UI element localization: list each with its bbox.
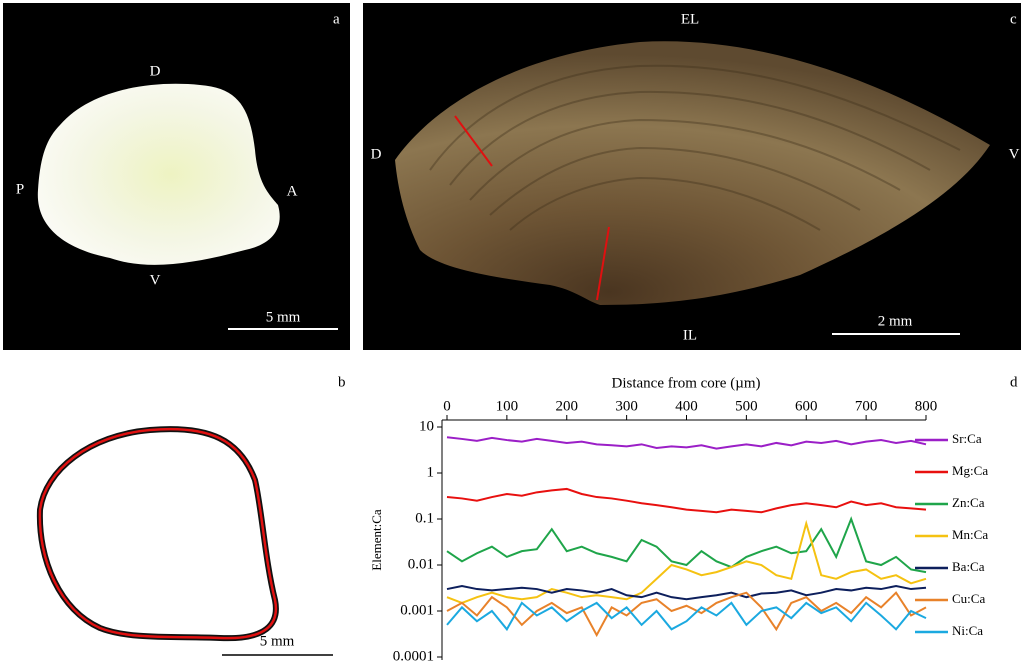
transect — [596, 226, 610, 301]
panel-label: c — [1010, 11, 1017, 27]
y-tick-label: 0.1 — [415, 510, 434, 526]
x-tick-label: 300 — [615, 398, 638, 414]
orientation: D — [371, 146, 382, 162]
panel-label: d — [1010, 374, 1018, 390]
legend-label: Mg:Ca — [952, 463, 988, 478]
transect — [454, 115, 493, 167]
legend-label: Cu:Ca — [952, 591, 985, 606]
x-tick-label: 600 — [795, 398, 818, 414]
y-tick-label: 1 — [427, 464, 435, 480]
growth-rings — [429, 64, 961, 231]
x-tick-label: 400 — [675, 398, 698, 414]
series-line — [446, 436, 927, 450]
y-tick-label: 0.001 — [400, 602, 434, 618]
scale-label: 5 mm — [266, 309, 301, 325]
y-tick-label: 0.01 — [408, 556, 434, 572]
y-tick-label: 10 — [419, 418, 434, 434]
orientation: IL — [683, 327, 697, 343]
outline — [36, 426, 279, 642]
series-line — [446, 601, 927, 632]
panel-label: b — [338, 374, 346, 390]
otolith-a — [37, 83, 280, 265]
series-line — [446, 487, 927, 514]
outline-fit — [38, 427, 278, 640]
x-axis-title: Distance from core (µm) — [612, 375, 761, 391]
scale-label: 2 mm — [878, 313, 913, 329]
legend-label: Sr:Ca — [952, 431, 982, 446]
series-line — [446, 584, 927, 601]
series-line — [446, 516, 927, 574]
orientation: D — [150, 63, 161, 79]
legend-label: Ni:Ca — [952, 623, 983, 638]
otolith-c — [395, 41, 990, 305]
orientation: V — [1009, 146, 1020, 162]
x-tick-label: 100 — [496, 398, 519, 414]
legend-label: Ba:Ca — [952, 559, 985, 574]
y-axis-title: Element:Ca — [369, 509, 384, 571]
x-tick-label: 700 — [855, 398, 878, 414]
orientation: A — [287, 183, 298, 199]
y-tick-label: 0.0001 — [393, 648, 434, 664]
orientation: EL — [681, 11, 699, 27]
x-tick-label: 200 — [556, 398, 579, 414]
scale-label: 5 mm — [260, 633, 295, 649]
legend-label: Zn:Ca — [952, 495, 985, 510]
orientation: V — [150, 272, 161, 288]
x-tick-label: 500 — [735, 398, 758, 414]
legend-label: Mn:Ca — [952, 527, 988, 542]
x-tick-label: 0 — [443, 398, 451, 414]
series-line — [446, 591, 927, 638]
panel-label: a — [333, 11, 340, 27]
series-line — [446, 519, 927, 604]
orientation: P — [16, 181, 24, 197]
x-tick-label: 800 — [915, 398, 938, 414]
